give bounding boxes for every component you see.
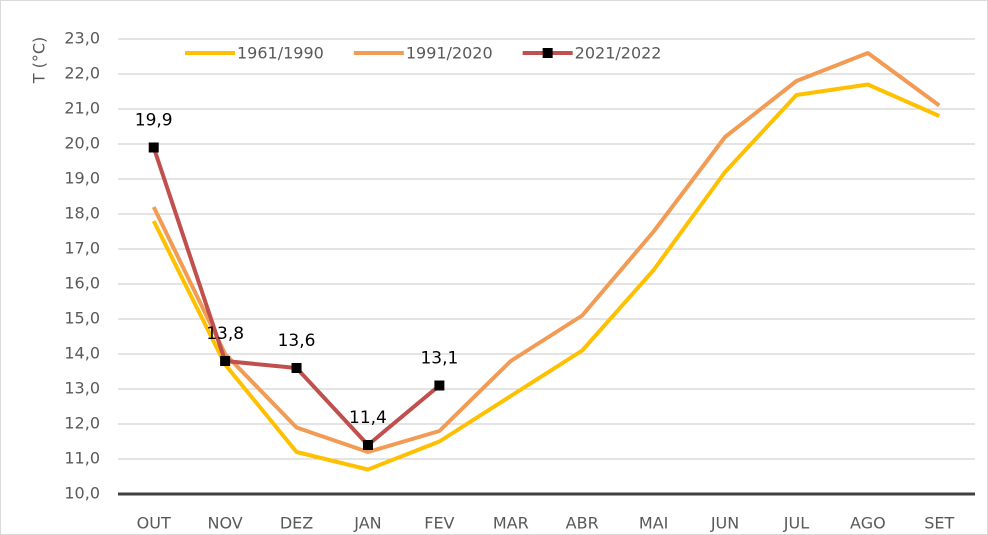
y-tick-label: 13,0 (64, 379, 100, 398)
data-label: 13,1 (420, 349, 458, 369)
x-tick-label: AGO (850, 514, 886, 533)
series-line (151, 82, 941, 472)
y-tick-label: 18,0 (64, 204, 100, 223)
x-tick-label: MAI (639, 514, 668, 533)
x-tick-label: ABR (566, 514, 599, 533)
x-tick-label: FEV (424, 514, 454, 533)
legend-item: 1961/1990 (185, 44, 324, 63)
data-point (220, 356, 231, 366)
y-tick-label: 20,0 (64, 134, 100, 153)
data-point (434, 380, 445, 391)
x-tick-label: DEZ (280, 514, 313, 533)
data-label: 11,4 (349, 408, 387, 428)
y-tick-label: 15,0 (64, 309, 100, 328)
y-tick-label: 11,0 (64, 449, 100, 468)
data-point (362, 440, 373, 450)
legend-marker (542, 48, 553, 58)
y-axis-label: T (°C) (30, 37, 49, 85)
y-tick-label: 22,0 (64, 64, 100, 83)
y-tick-label: 23,0 (64, 29, 100, 48)
legend-item: 2021/2022 (522, 44, 662, 63)
x-tick-label: NOV (208, 514, 243, 533)
data-label: 13,6 (278, 331, 316, 351)
x-tick-label: SET (924, 514, 954, 533)
legend-item: 1991/2020 (353, 44, 493, 63)
data-point (148, 142, 159, 153)
x-tick-label: MAR (493, 514, 529, 533)
y-tick-label: 16,0 (64, 274, 100, 293)
legend-label: 1991/2020 (406, 44, 493, 63)
data-label: 19,9 (135, 111, 173, 131)
x-tick-label: OUT (137, 514, 171, 533)
y-tick-label: 19,0 (64, 169, 100, 188)
x-tick-label: JUN (710, 514, 739, 533)
y-tick-label: 12,0 (64, 414, 100, 433)
data-point (291, 363, 302, 373)
legend-label: 1961/1990 (237, 44, 324, 63)
data-label: 13,8 (206, 324, 244, 344)
y-tick-label: 17,0 (64, 239, 100, 258)
x-tick-label: JUL (783, 514, 809, 533)
x-tick-label: JAN (353, 514, 381, 533)
legend-label: 2021/2022 (575, 44, 662, 63)
series-line (151, 51, 941, 454)
y-tick-label: 21,0 (64, 99, 100, 118)
y-tick-label: 14,0 (64, 344, 100, 363)
y-tick-label: 10,0 (64, 484, 100, 503)
